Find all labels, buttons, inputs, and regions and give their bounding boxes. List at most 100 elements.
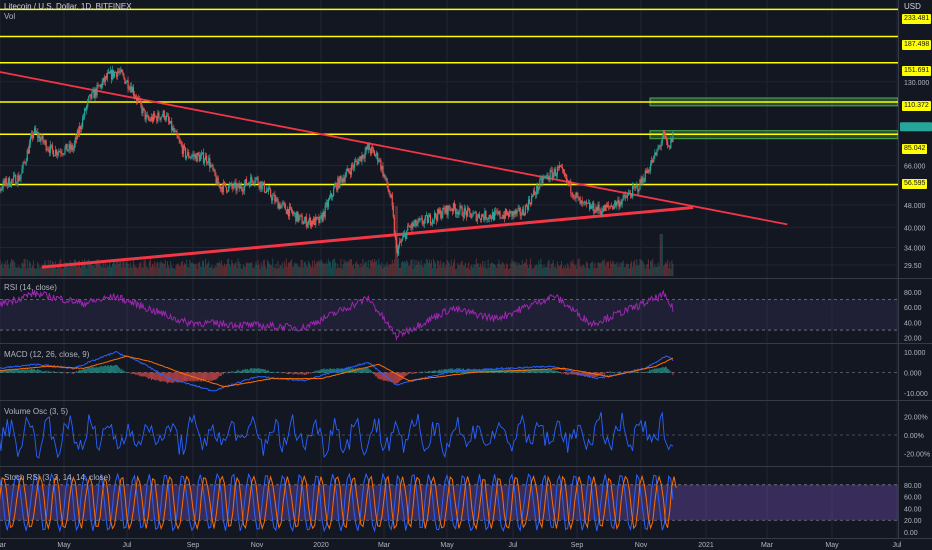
candle-body [420, 218, 422, 220]
candle-body [503, 215, 505, 219]
volume-bar [29, 262, 31, 276]
macd-histogram-bar [39, 369, 41, 373]
candle-body [592, 202, 594, 209]
candle-body [529, 203, 532, 205]
volume-bar [601, 260, 603, 276]
candle-body [334, 186, 336, 189]
macd-histogram-bar [200, 372, 202, 382]
macd-histogram-bar [504, 370, 506, 373]
candle-body [176, 131, 178, 136]
volume-bar [283, 260, 285, 276]
candle-body [571, 192, 573, 195]
candle-body [535, 193, 537, 195]
volume-bar [384, 266, 386, 276]
candle-body [92, 90, 94, 92]
volume-bar [46, 267, 48, 276]
macd-histogram-bar [61, 372, 63, 374]
volume-bar [469, 268, 471, 276]
volume-bar [646, 263, 648, 276]
macd-histogram-bar [637, 371, 639, 373]
candle-body [587, 202, 590, 204]
macd-histogram-bar [302, 372, 304, 375]
volume-bar [407, 261, 409, 276]
macd-histogram-bar [174, 372, 176, 382]
macd-histogram-bar [645, 371, 647, 373]
volume-bar [522, 264, 524, 276]
volume-bar [397, 258, 399, 276]
volume-bar [441, 267, 443, 276]
candle-body [528, 199, 531, 204]
volume-bar [588, 267, 590, 276]
candle-body [415, 219, 417, 226]
macd-histogram-bar [238, 370, 240, 373]
candle-body [370, 147, 372, 154]
volume-bar [210, 266, 212, 276]
volume-bar [432, 268, 434, 276]
volume-bar [141, 267, 143, 276]
macd-histogram-bar [474, 369, 476, 373]
macd-histogram-bar [7, 369, 9, 373]
volume-bar [276, 268, 278, 276]
candle-body [179, 140, 181, 143]
volume-bar [357, 264, 359, 276]
volume-bar [413, 259, 415, 276]
volume-bar [254, 266, 256, 276]
macd-histogram-bar [315, 370, 317, 373]
volume-bar [581, 265, 583, 276]
volume-bar [546, 266, 548, 276]
macd-histogram-bar [404, 372, 406, 377]
volume-bar [594, 262, 596, 276]
candle-body [159, 117, 161, 120]
volume-bar [552, 260, 554, 276]
time-tick-label: Mar [761, 542, 774, 549]
macd-histogram-bar [610, 371, 612, 373]
volume-bar [178, 265, 180, 276]
macd-histogram-bar [172, 372, 174, 384]
candle-body [394, 233, 396, 239]
candle-body [111, 69, 114, 80]
macd-histogram-bar [584, 372, 586, 377]
volume-bar [658, 265, 660, 276]
volume-bar [221, 265, 223, 276]
candle-body [299, 215, 301, 217]
candle-body [613, 205, 615, 209]
candle-body [525, 205, 528, 207]
macd-histogram-bar [654, 368, 656, 373]
candle-body [270, 189, 272, 197]
macd-histogram-bar [365, 367, 367, 373]
candle-body [38, 135, 40, 138]
candle-body [410, 226, 412, 229]
volume-bar [294, 262, 296, 276]
volume-bar [618, 262, 620, 276]
macd-histogram-bar [563, 372, 565, 374]
candle-body [363, 157, 365, 159]
volume-bar [313, 266, 315, 276]
candle-body [651, 159, 653, 165]
macd-line [0, 350, 674, 392]
volume-bar [162, 262, 164, 276]
candle-body [102, 77, 104, 83]
macd-histogram-bar [298, 372, 300, 375]
candle-body [138, 98, 140, 100]
volume-bar [121, 267, 123, 276]
volume-bar [593, 267, 595, 276]
volume-bar [94, 267, 96, 276]
macd-histogram-bar [635, 371, 637, 373]
candle-body [616, 202, 618, 206]
candle-body [413, 223, 415, 227]
macd-histogram-bar [90, 367, 92, 373]
volume-bar [213, 268, 215, 276]
macd-histogram-bar [555, 370, 557, 373]
candle-body [490, 217, 492, 219]
candle-body [249, 183, 251, 187]
volume-bar [138, 266, 140, 276]
candle-body [659, 146, 661, 147]
candle-body [167, 116, 170, 121]
candle-body [515, 210, 517, 214]
macd-signal-line [0, 355, 674, 388]
volume-bar [259, 268, 261, 276]
candle-body [622, 195, 624, 201]
volume-bar [268, 261, 270, 276]
candle-body [499, 211, 501, 218]
candle-body [572, 194, 574, 198]
